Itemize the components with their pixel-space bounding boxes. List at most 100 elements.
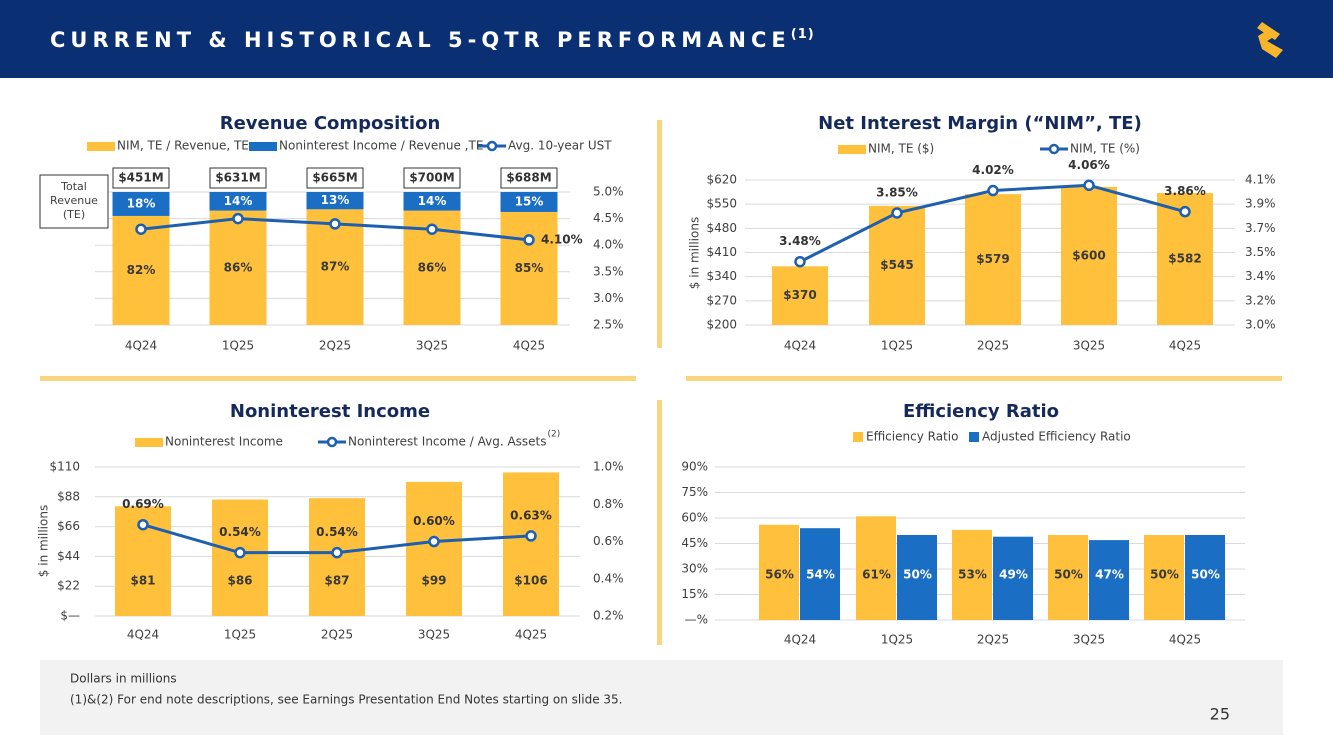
legend-label: Avg. 10-year UST (508, 139, 612, 153)
legend-label: Noninterest Income (165, 435, 283, 449)
total-box (403, 167, 461, 189)
y-tick-label: $22 (57, 579, 80, 593)
legend-label: Noninterest Income / Avg. Assets (348, 435, 547, 449)
bar-label: $87 (324, 574, 349, 588)
total-box (112, 167, 170, 189)
y2-tick-label: 3.9% (1245, 197, 1276, 211)
y-axis-label: $ in millions (688, 217, 702, 289)
y-tick-label: —% (685, 613, 708, 627)
header-bar (0, 0, 1333, 78)
legend-swatch (326, 436, 338, 448)
bar-label: 50% (1191, 568, 1220, 582)
line-label: 4.10% (541, 232, 583, 246)
x-tick-label: 4Q24 (125, 339, 157, 353)
total-label: (TE) (63, 208, 85, 221)
legend-label: Efficiency Ratio (866, 430, 958, 444)
y-tick-label: $410 (706, 245, 737, 259)
bar-label: $106 (514, 574, 547, 588)
y2-tick-label: 0.2% (593, 609, 624, 623)
bar-label: 14% (224, 194, 253, 208)
line-label: 0.54% (316, 525, 358, 539)
bar-label: 49% (999, 568, 1028, 582)
x-tick-label: 4Q25 (1169, 339, 1201, 353)
bar-label: $579 (976, 252, 1009, 266)
line-marker (426, 223, 438, 235)
bar (112, 192, 170, 216)
total-label: Revenue (50, 194, 98, 207)
line-label: 4.02% (972, 163, 1014, 177)
y-tick-label: 30% (681, 562, 708, 576)
bar-label: 56% (765, 568, 794, 582)
bar (759, 524, 799, 620)
y-tick-label: $270 (706, 293, 737, 307)
bar-label: $582 (1168, 252, 1201, 266)
x-tick-label: 4Q25 (1169, 633, 1201, 647)
bar (500, 192, 558, 212)
bar-label: 50% (1150, 568, 1179, 582)
bar-label: 18% (127, 196, 156, 210)
line-marker (1179, 205, 1191, 218)
legend-swatch (486, 140, 498, 152)
bar-label: 87% (321, 260, 350, 274)
y-tick-label: $620 (706, 173, 737, 187)
bar-label: 13% (321, 193, 350, 207)
bar-label: $545 (880, 258, 913, 272)
line-label: 4.06% (1068, 158, 1110, 172)
x-tick-label: 1Q25 (881, 339, 913, 353)
line-label: 3.48% (779, 234, 821, 248)
bar-label: $99 (421, 574, 446, 588)
bar (209, 192, 267, 211)
line-marker (525, 530, 537, 542)
bar (1048, 535, 1088, 620)
bar (503, 472, 559, 616)
bar (500, 211, 558, 325)
x-tick-label: 2Q25 (977, 339, 1009, 353)
bar (1089, 540, 1129, 620)
bar (965, 194, 1021, 325)
bar (993, 536, 1033, 620)
page-number: 25 (1210, 705, 1230, 724)
total-label-box (39, 174, 109, 229)
y-tick-label: $200 (706, 318, 737, 332)
x-tick-label: 4Q25 (513, 339, 545, 353)
legend-swatch (969, 432, 979, 442)
header-title-text: CURRENT & HISTORICAL 5-QTR PERFORMANCE (50, 28, 791, 52)
bar (897, 535, 937, 620)
bar (1061, 186, 1117, 325)
x-tick-label: 3Q25 (418, 628, 450, 642)
bar (856, 516, 896, 620)
chart-title: Efficiency Ratio (903, 401, 1059, 422)
x-tick-label: 3Q25 (416, 339, 448, 353)
bar-label: 47% (1095, 568, 1124, 582)
line-marker (137, 518, 149, 531)
y-tick-label: 60% (681, 511, 708, 525)
bar-label: 86% (224, 260, 253, 274)
y-tick-label: $340 (706, 269, 737, 283)
total-value-label: $631M (215, 171, 260, 185)
line-marker (1083, 179, 1095, 192)
line-marker (891, 207, 903, 219)
legend-swatch (249, 142, 277, 151)
x-tick-label: 4Q24 (127, 628, 159, 642)
line-marker (428, 535, 440, 548)
line-marker (329, 218, 341, 230)
bar-label: 61% (862, 568, 891, 582)
y2-tick-label: 3.0% (593, 291, 624, 305)
bar (952, 529, 992, 620)
x-tick-label: 1Q25 (881, 633, 913, 647)
divider (657, 120, 662, 348)
header-title: CURRENT & HISTORICAL 5-QTR PERFORMANCE(1… (50, 27, 815, 53)
line-label: 0.54% (219, 525, 261, 539)
bar-label: 53% (958, 568, 987, 582)
bar-label: $81 (130, 574, 155, 588)
bar (1185, 535, 1225, 620)
bar-label: 82% (127, 263, 156, 277)
y-tick-label: $550 (706, 197, 737, 211)
x-tick-label: 4Q24 (784, 633, 816, 647)
bar (800, 528, 840, 620)
legend-label: NIM, TE / Revenue, TE (117, 139, 249, 153)
bar (1144, 535, 1184, 620)
y-tick-label: $— (60, 609, 80, 623)
bar (772, 266, 828, 325)
